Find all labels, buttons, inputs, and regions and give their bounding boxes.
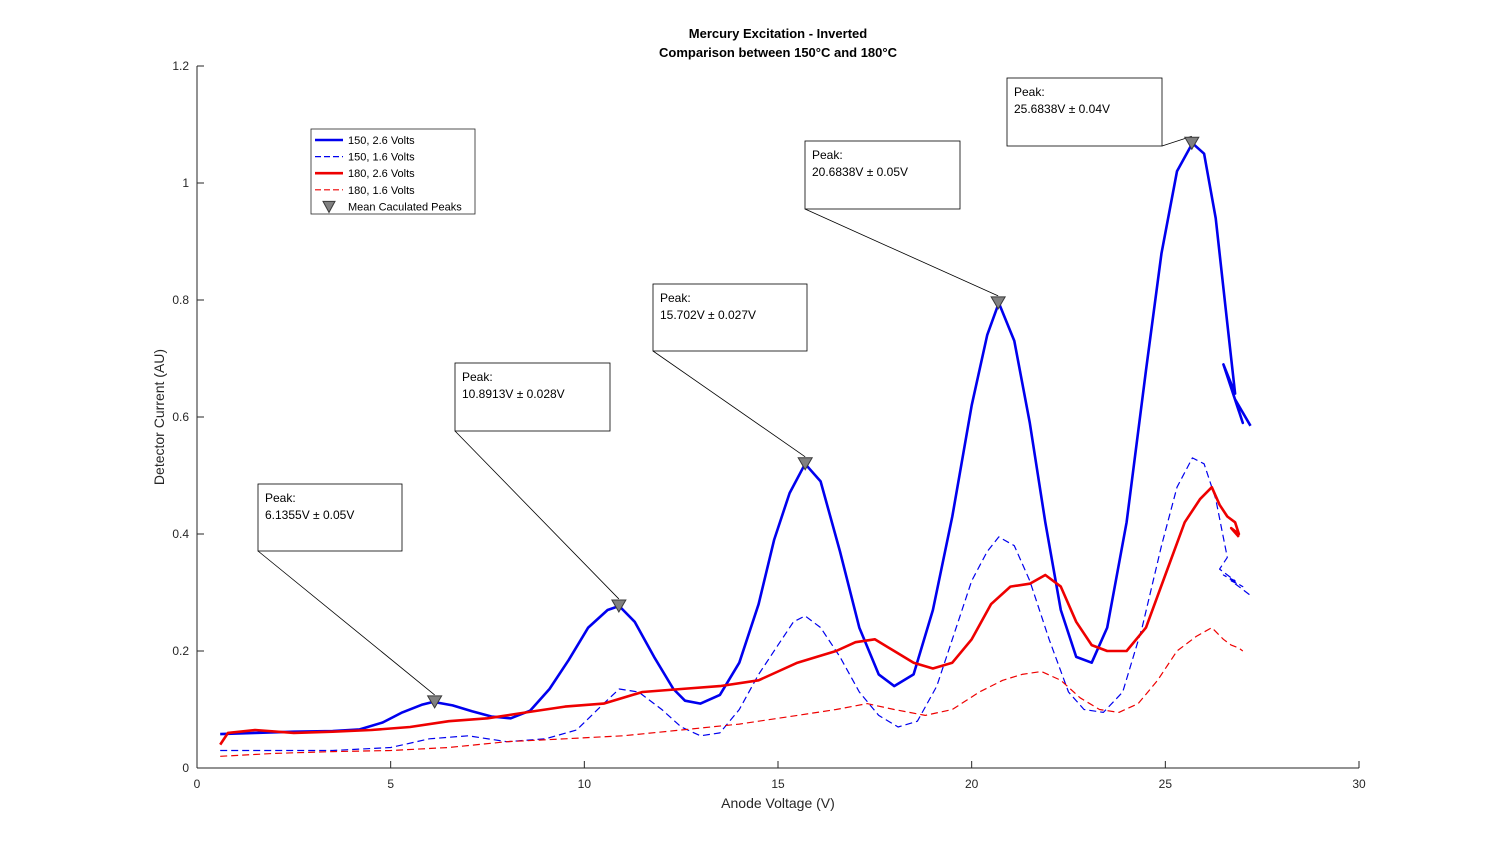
y-tick-label: 0.8 [172, 293, 189, 307]
peak-value: 6.1355V ± 0.05V [265, 508, 354, 522]
peak-marker [797, 457, 814, 471]
legend-box [310, 128, 476, 215]
x-tick-label: 10 [578, 777, 592, 791]
y-tick-label: 1 [182, 176, 189, 190]
peak-marker [610, 599, 627, 613]
peak-annotation-box [652, 283, 808, 352]
peak-marker [1183, 136, 1200, 151]
x-tick-label: 25 [1159, 777, 1173, 791]
x-tick-label: 15 [771, 777, 785, 791]
x-tick-label: 30 [1352, 777, 1366, 791]
series-line-1 [220, 141, 1252, 736]
peak-label: Peak: [812, 148, 843, 162]
peak-annotation-box [454, 362, 611, 432]
series-line-3 [219, 485, 1241, 746]
peak-label: Peak: [660, 291, 691, 305]
peak-leader-line [652, 350, 806, 458]
legend-peak-marker [322, 200, 336, 214]
legend-label-1: 150, 2.6 Volts [348, 135, 415, 147]
peak-annotation-1: Peak: 6.1355V ± 0.05V [257, 483, 443, 709]
x-tick-label: 0 [194, 777, 201, 791]
peak-annotation-box [257, 483, 403, 552]
peak-leader-line [804, 208, 999, 297]
series-line-2 [220, 457, 1251, 752]
peak-label: Peak: [265, 491, 296, 505]
y-tick-label: 0.2 [172, 644, 189, 658]
peak-value: 20.6838V ± 0.05V [812, 165, 908, 179]
peak-annotation-box [804, 140, 961, 210]
peak-annotation-box [1006, 77, 1163, 147]
peak-marker [426, 695, 443, 709]
peak-leader-line [454, 430, 620, 600]
peak-label: Peak: [462, 370, 493, 384]
peak-leader-line [257, 550, 435, 696]
peak-value: 10.8913V ± 0.028V [462, 387, 565, 401]
legend-label-2: 150, 1.6 Volts [348, 152, 415, 164]
x-tick-label: 20 [965, 777, 979, 791]
axes: 0 5 10 15 20 25 30 0 0.2 0.4 0.6 0.8 1 1.2 [172, 59, 1366, 791]
series-line-4 [220, 626, 1244, 757]
y-tick-label: 1.2 [172, 59, 189, 73]
peak-marker [990, 296, 1007, 310]
y-tick-label: 0.4 [172, 527, 189, 541]
y-tick-label: 0 [182, 761, 189, 775]
peak-annotation-4: Peak: 20.6838V ± 0.05V [804, 140, 1007, 310]
legend-label-3: 180, 2.6 Volts [348, 168, 415, 180]
peak-label: Peak: [1014, 85, 1045, 99]
x-tick-label: 5 [387, 777, 394, 791]
peak-value: 15.702V ± 0.027V [660, 308, 756, 322]
peak-annotation-2: Peak: 10.8913V ± 0.028V [454, 362, 627, 613]
y-axis-label: Detector Current (AU) [151, 349, 167, 485]
series-layer [219, 141, 1252, 757]
annotations: Peak: 6.1355V ± 0.05V Peak: 10.8913V ± 0.02… [257, 77, 1200, 709]
peak-annotation-5: Peak: 25.6838V ± 0.04V [1006, 77, 1200, 151]
chart-subtitle: Comparison between 150°C and 180°C [659, 45, 898, 60]
peak-value: 25.6838V ± 0.04V [1014, 102, 1110, 116]
peak-annotation-3: Peak: 15.702V ± 0.027V [652, 283, 814, 471]
legend-label-4: 180, 1.6 Volts [348, 185, 415, 197]
x-axis-label: Anode Voltage (V) [721, 795, 835, 811]
y-tick-label: 0.6 [172, 410, 189, 424]
legend: 150, 2.6 Volts 150, 1.6 Volts 180, 2.6 Vol… [310, 128, 476, 215]
chart-title: Mercury Excitation - Inverted [689, 26, 867, 41]
legend-label-peaks: Mean Caculated Peaks [348, 201, 462, 213]
